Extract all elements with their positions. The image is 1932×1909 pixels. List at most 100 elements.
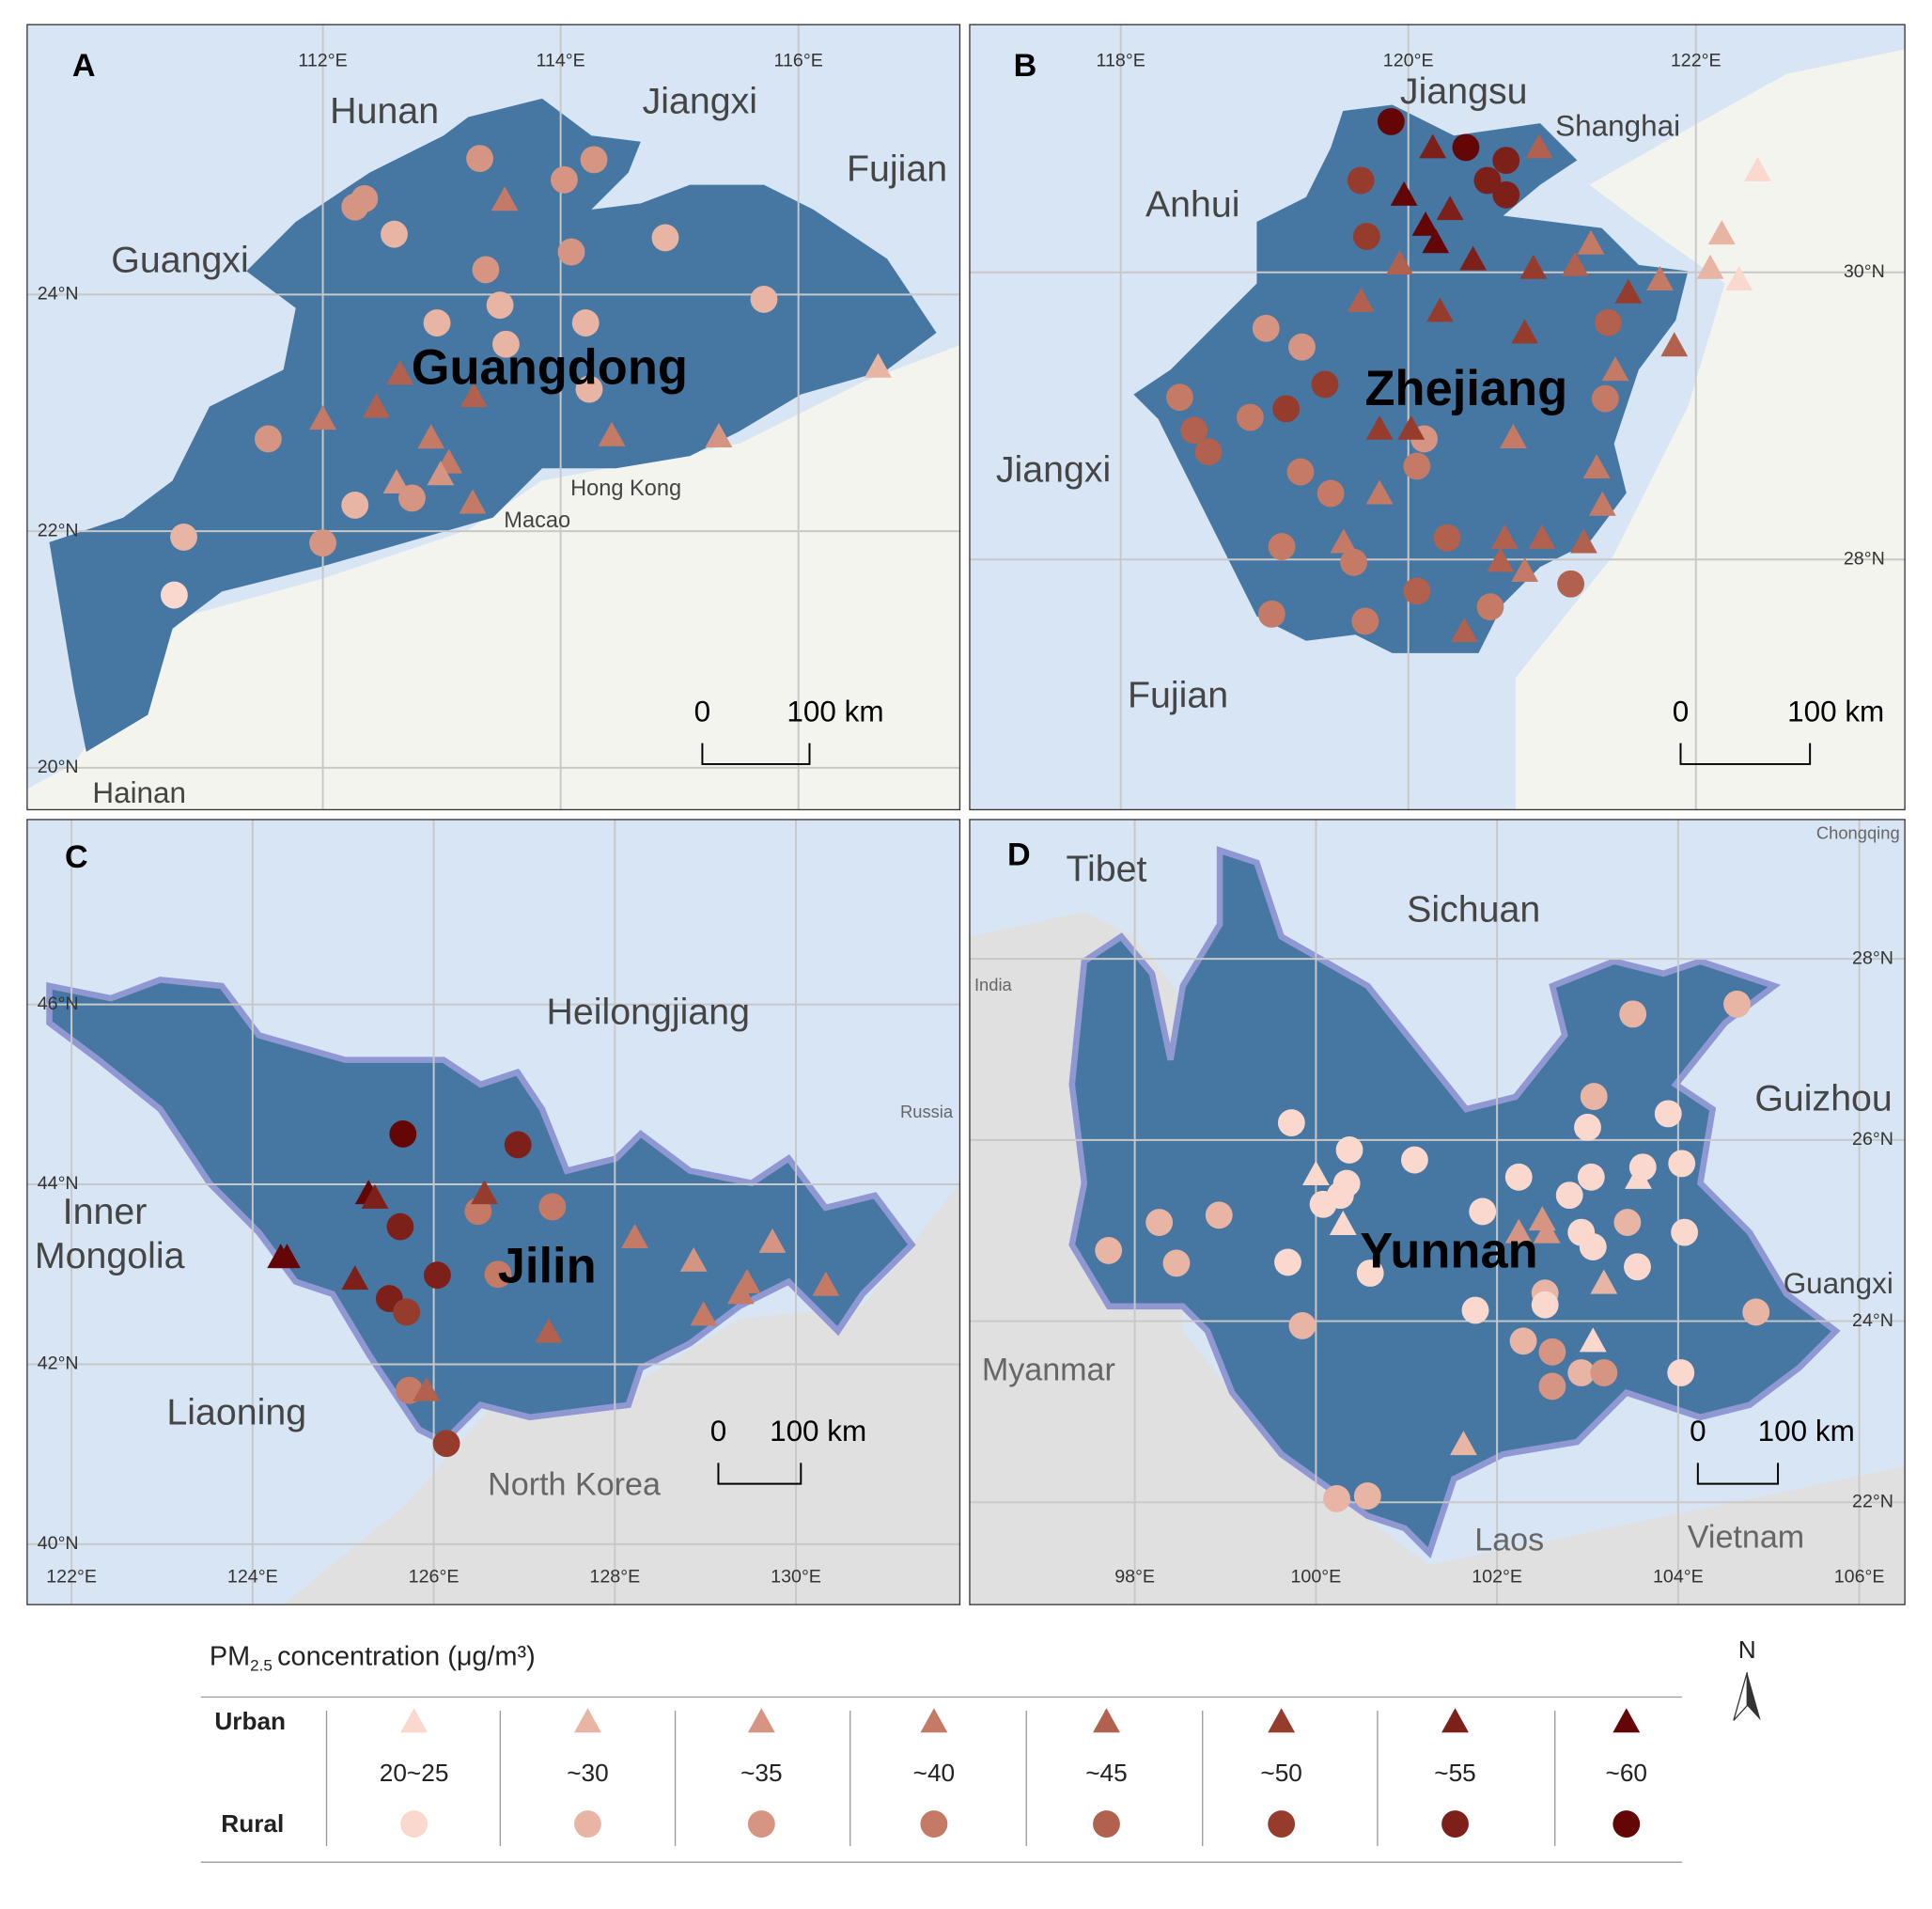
lon-tick-label: 114°E (536, 51, 584, 71)
urban-site (621, 1224, 648, 1249)
rural-site (1574, 1113, 1601, 1141)
rural-site (1509, 1327, 1537, 1355)
urban-site (1450, 1431, 1477, 1456)
scale-label: 0 (1673, 695, 1690, 728)
rural-site (1311, 370, 1339, 399)
north-label: N (1738, 1635, 1756, 1664)
province-name: Jilin (498, 1239, 597, 1293)
legend-rural-symbol (1093, 1810, 1120, 1838)
rural-site (1567, 1359, 1596, 1386)
urban-site (726, 1279, 755, 1305)
urban-site (1569, 528, 1597, 554)
urban-site (1511, 557, 1539, 583)
place-name: Chongqing (1816, 823, 1900, 843)
urban-site (1390, 180, 1418, 206)
panel-letter: C (65, 839, 88, 875)
lat-tick-label: 24°N (38, 284, 79, 305)
urban-site (460, 383, 488, 408)
urban-site (1487, 547, 1515, 572)
urban-site (459, 489, 487, 514)
legend-urban-symbol (1268, 1708, 1296, 1733)
scale-bar (1679, 743, 1812, 765)
rural-site (1473, 166, 1502, 195)
rural-site (1356, 1260, 1384, 1287)
place-name: Hainan (92, 776, 186, 809)
urban-site (1365, 479, 1394, 505)
rural-site (1352, 223, 1380, 251)
province (1068, 846, 1841, 1559)
place-name: Heilongjiang (546, 991, 749, 1032)
lon-tick-label: 130°E (771, 1566, 821, 1587)
rural-site (1591, 384, 1619, 413)
urban-site (1660, 332, 1689, 357)
place-name: Anhui (1145, 184, 1240, 226)
rural-site (1288, 333, 1316, 361)
rural-site (557, 238, 585, 266)
urban-site (1528, 524, 1556, 549)
rural-site (254, 425, 282, 453)
legend-title-sub: 2.5 (250, 1656, 273, 1674)
urban-site (413, 1376, 441, 1401)
urban-site (1525, 133, 1553, 159)
lon-tick-label: 112°E (298, 51, 347, 71)
rural-site (1347, 166, 1375, 195)
panel-letter: A (72, 48, 96, 84)
place-name: North Korea (488, 1466, 661, 1502)
rural-site (1531, 1291, 1559, 1319)
rural-site (538, 1193, 567, 1221)
urban-site (341, 1265, 369, 1291)
rural-site (1095, 1236, 1123, 1264)
rural-site (341, 193, 369, 221)
urban-site (1588, 491, 1616, 516)
rural-site (1504, 1163, 1533, 1191)
urban-site (1582, 454, 1611, 479)
legend-urban-symbol (1093, 1708, 1120, 1733)
scale-label: 0 (710, 1415, 727, 1447)
province (1133, 104, 1689, 653)
urban-site (758, 1228, 787, 1253)
scale-bar (1696, 1463, 1780, 1485)
place-name: Hunan (330, 90, 439, 132)
lat-tick-label: 28°N (1852, 947, 1893, 968)
lon-tick-label: 106°E (1834, 1566, 1885, 1587)
place-name: Guizhou (1754, 1077, 1892, 1119)
urban-site (1330, 528, 1358, 554)
place-name: Macao (504, 509, 570, 533)
rural-site (484, 1260, 512, 1289)
urban-site (1397, 415, 1426, 440)
urban-site (1725, 265, 1753, 290)
legend-rural-symbol (400, 1810, 428, 1838)
urban-site (427, 461, 455, 486)
lon-tick-label: 124°E (227, 1566, 278, 1587)
urban-site (363, 393, 390, 418)
panel-a (26, 24, 960, 810)
panel-letter: D (1007, 837, 1031, 872)
legend-title-part: concentration (μg/m³) (277, 1641, 536, 1671)
rural-site (1538, 1372, 1566, 1400)
rural-site (1579, 1233, 1607, 1260)
rural-site (1538, 1338, 1566, 1366)
place-name: Hong Kong (570, 477, 681, 501)
rural-site (1252, 314, 1280, 342)
foreign-land (969, 912, 1906, 1605)
place-name: India (974, 975, 1013, 994)
north-arrow (1747, 1672, 1761, 1721)
urban-site (382, 469, 411, 494)
urban-site (1533, 1218, 1561, 1244)
urban-site (386, 360, 414, 385)
legend-urban-symbol (1613, 1708, 1641, 1733)
sea (1515, 49, 1906, 810)
urban-site (1646, 265, 1674, 290)
urban-site (1614, 278, 1643, 304)
rural-site (1180, 416, 1208, 445)
rural-site (1492, 147, 1520, 175)
rural-site (1165, 383, 1193, 412)
lat-tick-label: 42°N (38, 1354, 79, 1374)
rural-site (424, 1261, 451, 1290)
rural-site (1335, 1136, 1363, 1164)
rural-site (550, 165, 578, 194)
rural-site (575, 375, 603, 403)
urban-site (1459, 245, 1487, 271)
rural-site (1274, 1248, 1301, 1276)
place-name: Mongolia (35, 1235, 185, 1276)
